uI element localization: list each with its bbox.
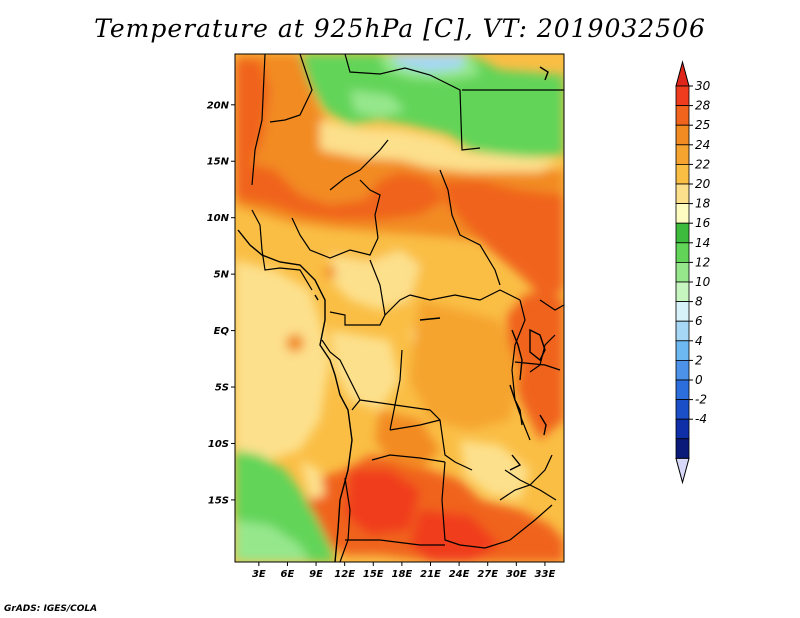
colorbar-label: 14 (695, 236, 710, 250)
lon-label: 9E (309, 569, 323, 580)
colorbar-swatch (675, 85, 690, 107)
lat-label: 15N (207, 157, 230, 168)
colorbar-bottom-arrow (675, 457, 690, 485)
colorbar-label: 12 (695, 255, 710, 269)
colorbar-label: 30 (695, 79, 711, 93)
lat-label: 5N (214, 270, 230, 281)
colorbar-label: 25 (695, 118, 710, 132)
colorbar-top-arrow (675, 60, 690, 87)
lon-label: 6E (281, 569, 295, 580)
colorbar-label: 16 (695, 216, 711, 230)
lon-label: 27E (477, 569, 498, 580)
colorbar-label: 4 (695, 334, 703, 348)
credit-label: GrADS: IGES/COLA (4, 604, 98, 614)
lon-label: 15E (363, 569, 384, 580)
lat-label: 20N (207, 100, 230, 111)
colorbar-label: 8 (695, 295, 703, 309)
lon-label: 33E (535, 569, 556, 580)
colorbar-swatch (675, 105, 690, 126)
colorbar-swatch (675, 281, 690, 303)
coastline (237, 66, 549, 562)
latitude-axis: 20N 15N 10N 5N EQ 5S 10S 15S (207, 100, 235, 506)
colorbar-label: 24 (695, 138, 710, 152)
lon-label: 3E (252, 569, 266, 580)
colorbar-swatch (675, 438, 690, 459)
colorbar-swatch (675, 340, 690, 361)
lat-label: 15S (208, 495, 229, 506)
lat-label: 10N (207, 213, 230, 224)
colorbar-label: 2 (695, 353, 703, 367)
colorbar-swatch (675, 399, 690, 420)
colorbar-label: 18 (695, 197, 711, 211)
colorbar-label: -4 (695, 412, 707, 426)
colorbar-swatch (675, 418, 690, 440)
colorbar-swatch (675, 124, 690, 146)
colorbar-label: 20 (695, 177, 711, 191)
colorbar-swatch (675, 242, 690, 263)
temperature-field (235, 54, 564, 562)
colorbar-label: 10 (695, 275, 711, 289)
map-title: Temperature at 925hPa [C], VT: 201903250… (94, 14, 706, 43)
colorbar-swatch (675, 359, 690, 381)
colorbar-swatch (675, 183, 690, 205)
colorbar-swatch (675, 203, 690, 224)
colorbar-label: 6 (695, 314, 703, 328)
map-frame (234, 53, 565, 563)
lat-label: EQ (214, 326, 230, 337)
lon-label: 24E (449, 569, 470, 580)
lat-label: 10S (208, 439, 229, 450)
colorbar-label: 0 (695, 373, 703, 387)
colorbar-swatch (675, 379, 690, 401)
colorbar-label: 28 (695, 99, 711, 113)
lon-label: 12E (334, 569, 355, 580)
colorbar-swatch (675, 222, 690, 244)
lon-label: 18E (392, 569, 413, 580)
colorbar-swatch (675, 320, 690, 342)
lat-label: 5S (215, 383, 229, 394)
longitude-axis: 3E 6E 9E 12E 15E 18E 21E 24E 27E 30E 33E (252, 562, 556, 580)
lon-label: 30E (506, 569, 527, 580)
colorbar-swatch (675, 301, 690, 322)
colorbar-swatch (675, 144, 690, 165)
colorbar-label: 22 (695, 157, 710, 171)
colorbar-label: -2 (695, 393, 707, 407)
colorbar-swatch (675, 261, 690, 283)
colorbar-swatch (675, 163, 690, 185)
lon-label: 21E (420, 569, 441, 580)
